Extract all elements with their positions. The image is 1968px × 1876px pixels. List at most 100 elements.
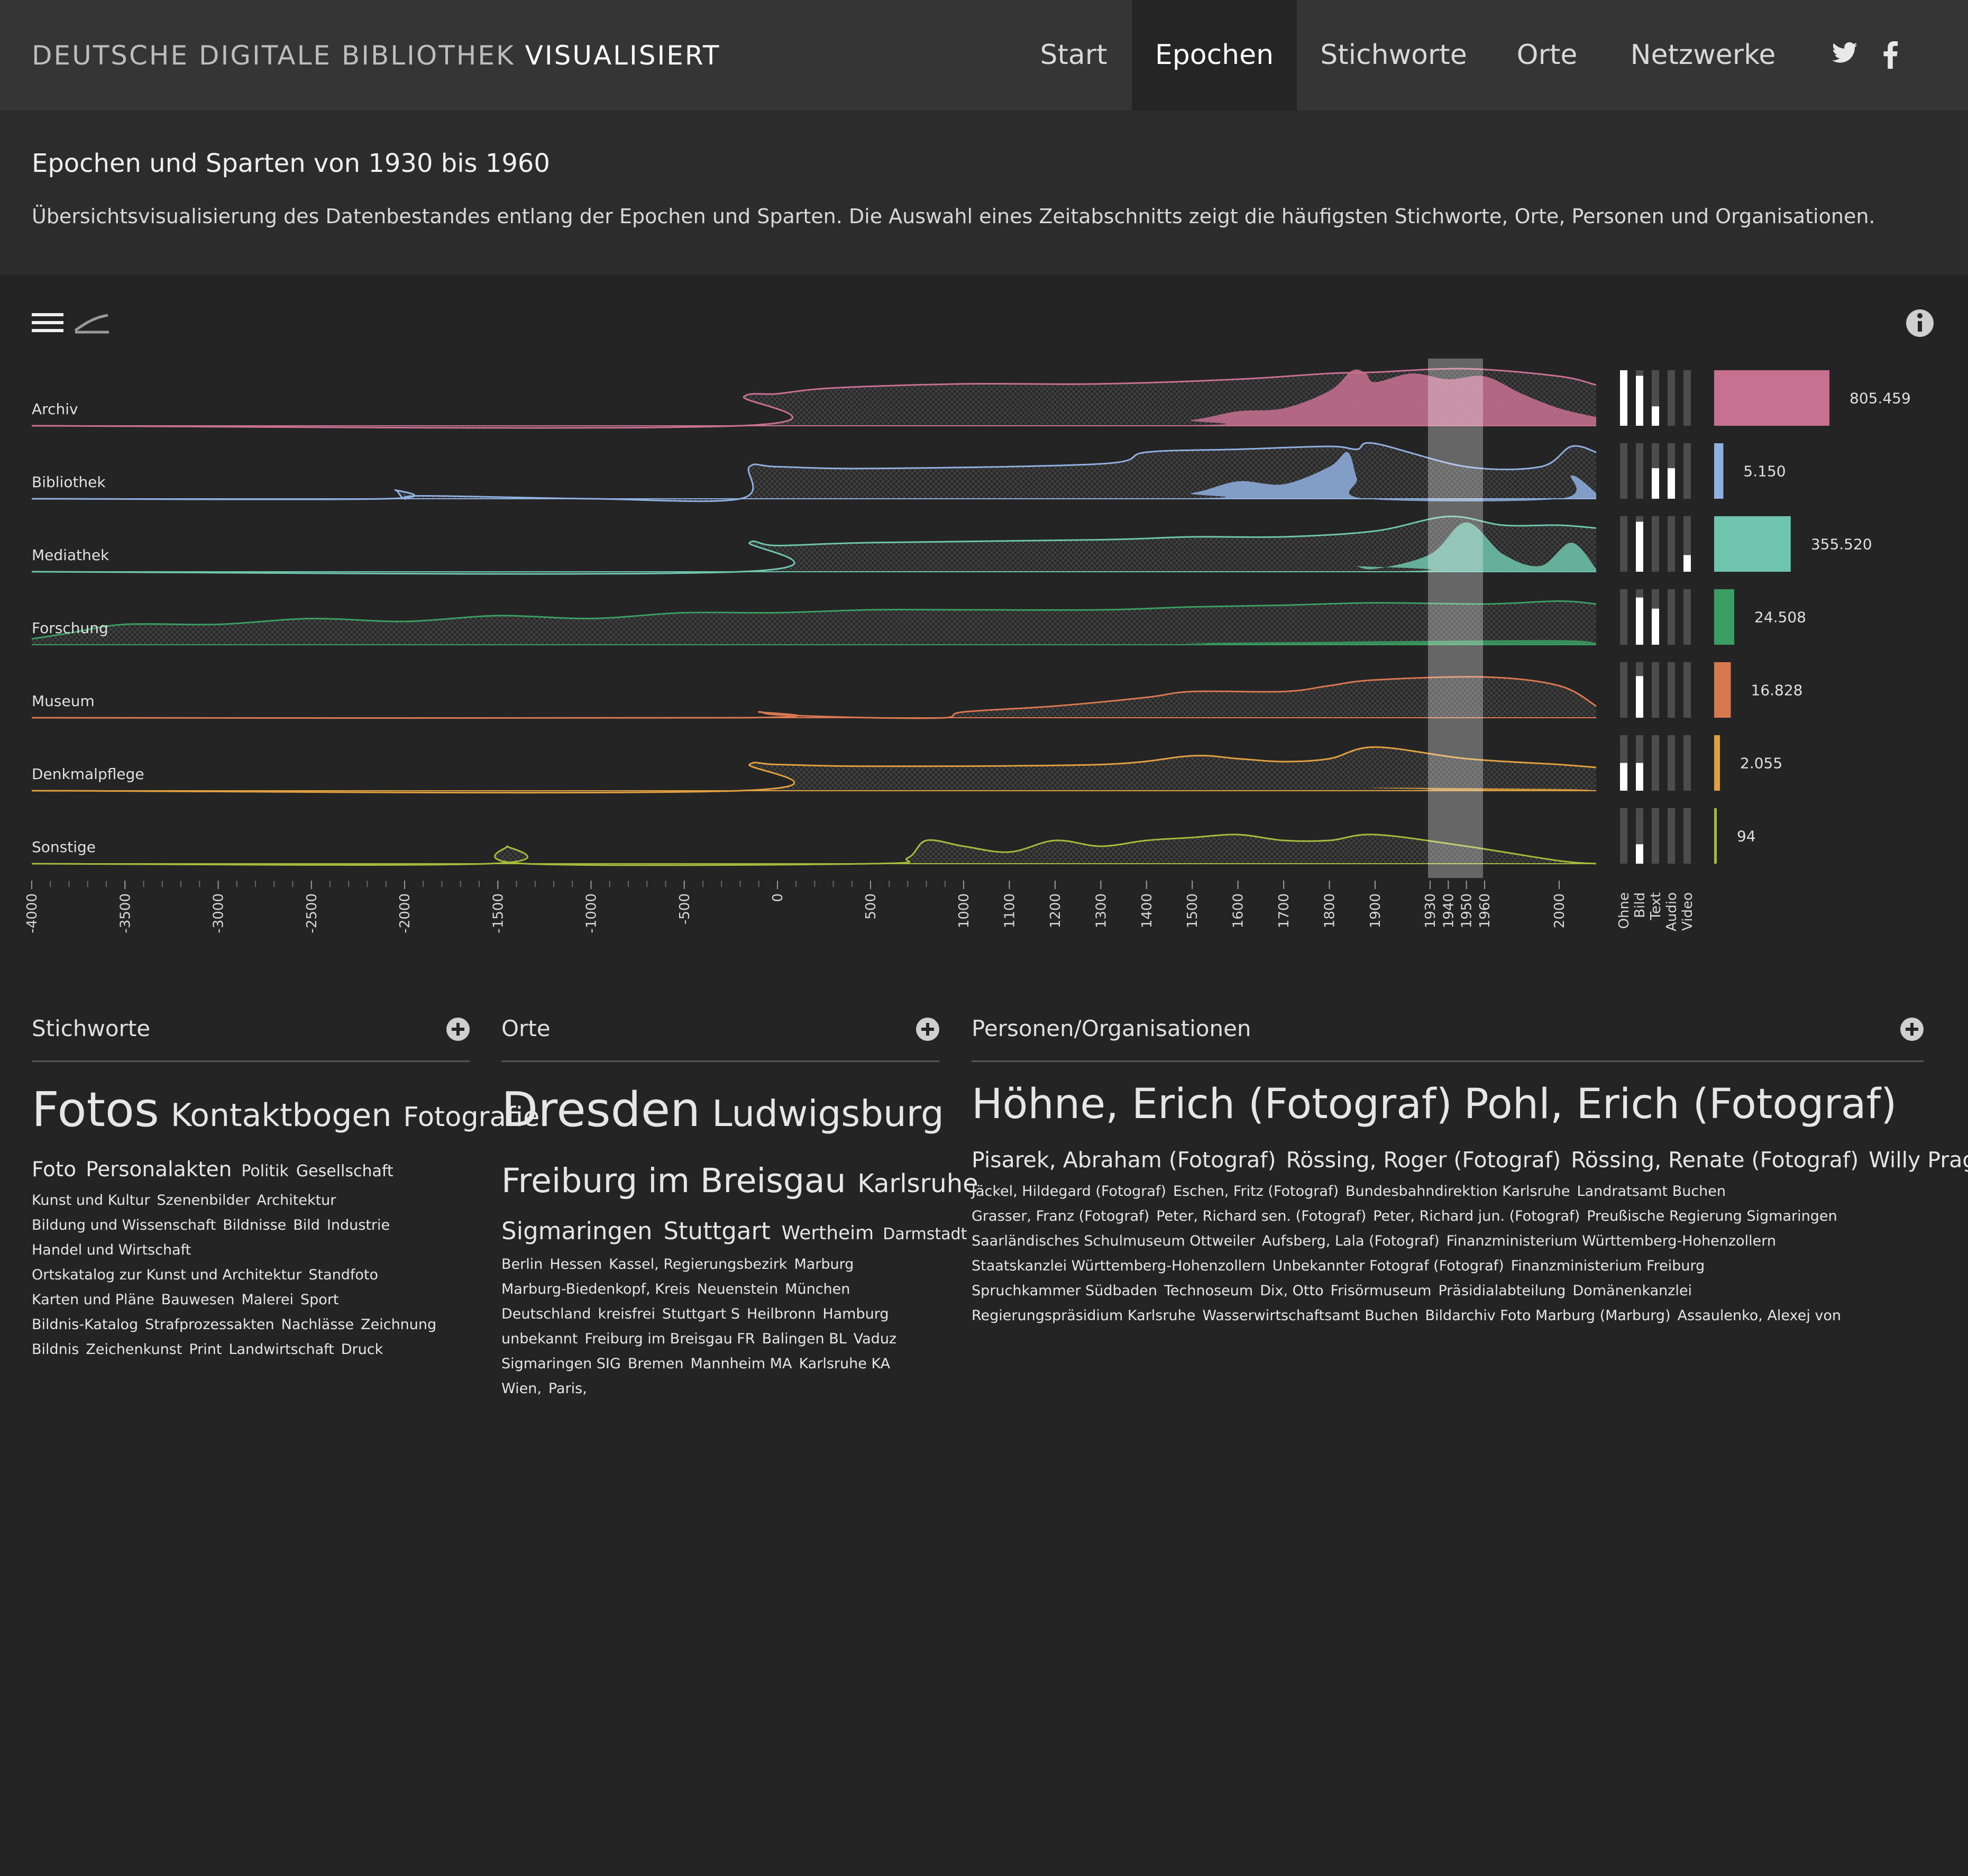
cloud-term[interactable]: Fotografie [403,1102,540,1133]
cloud-term[interactable]: Berlin [501,1256,543,1273]
time-selection-overlay[interactable] [1428,359,1483,878]
cloud-term[interactable]: kreisfrei [598,1306,655,1322]
cloud-term[interactable]: Regierungspräsidium Karlsruhe [972,1307,1196,1324]
cloud-term[interactable]: Nachlässe [281,1316,354,1333]
cloud-term[interactable]: Bundesbahndirektion Karlsruhe [1345,1183,1570,1200]
cloud-term[interactable]: Gesellschaft [296,1162,393,1180]
cloud-term[interactable]: Rössing, Renate (Fotograf) [1571,1147,1859,1173]
cloud-term[interactable]: Paris, [548,1380,587,1397]
cloud-term[interactable]: Heilbronn [747,1306,816,1322]
series-row-museum[interactable]: Museum [31,676,1597,719]
cloud-term[interactable]: Kassel, Regierungsbezirk [609,1256,788,1273]
cloud-term[interactable]: Höhne, Erich (Fotograf) [972,1081,1452,1128]
cloud-term[interactable]: Fotos [32,1082,159,1138]
cloud-term[interactable]: Bremen [627,1356,684,1372]
cloud-term[interactable]: Wasserwirtschaftsamt Buchen [1202,1307,1418,1324]
cloud-term[interactable]: Pisarek, Abraham (Fotograf) [972,1147,1276,1173]
cloud-term[interactable]: Print [189,1341,222,1358]
series-row-denkmalpflege[interactable]: Denkmalpflege [31,746,1597,794]
cloud-term[interactable]: Foto [32,1158,77,1182]
twitter-icon[interactable] [1831,41,1859,67]
cloud-term[interactable]: Pohl, Erich (Fotograf) [1463,1081,1897,1128]
cloud-term[interactable]: Stuttgart [663,1217,771,1245]
cloud-term[interactable]: Balingen BL [762,1331,847,1347]
nav-start[interactable]: Start [1040,39,1107,71]
cloud-term[interactable]: Szenenbilder [157,1192,250,1209]
cloud-term[interactable]: Freiburg im Breisgau [501,1161,846,1200]
menu-icon[interactable] [32,313,63,332]
epochen-chart[interactable]: Archiv Bibliothek Mediathek Forschung Museum… [0,275,1968,963]
series-row-mediathek[interactable]: Mediathek [31,515,1597,575]
cloud-term[interactable]: Industrie [326,1217,390,1233]
cloud-term[interactable]: Deutschland [501,1306,591,1322]
cloud-term[interactable]: Assaulenko, Alexej von [1677,1307,1842,1324]
cloud-term[interactable]: Hessen [550,1256,602,1273]
facebook-icon[interactable] [1881,41,1900,69]
cloud-term[interactable]: Bildarchiv Foto Marburg (Marburg) [1425,1307,1671,1324]
cloud-term[interactable]: Bild [293,1217,320,1233]
cloud-term[interactable]: Zeichenkunst [86,1341,182,1358]
plus-icon[interactable] [916,1018,939,1041]
cloud-term[interactable]: Mannheim MA [690,1356,792,1372]
cloud-term[interactable]: Bildung und Wissenschaft [32,1217,216,1233]
cloud-term[interactable]: Sigmaringen SIG [501,1356,621,1372]
cloud-term[interactable]: Bildnis-Katalog [32,1316,139,1333]
cloud-term[interactable]: Sport [300,1292,339,1308]
cloud-term[interactable]: Rössing, Roger (Fotograf) [1286,1147,1561,1173]
cloud-term[interactable]: Standfoto [308,1267,379,1283]
cloud-term[interactable]: München [785,1281,850,1297]
cloud-term[interactable]: Architektur [257,1192,336,1209]
info-icon[interactable] [1906,309,1934,337]
series-row-forschung[interactable]: Forschung [31,600,1597,645]
cloud-term[interactable]: Wien, [501,1380,542,1397]
cloud-term[interactable]: Kontaktbogen [170,1097,392,1134]
cloud-term[interactable]: Wertheim [781,1222,874,1244]
cloud-term[interactable]: Unbekannter Fotograf (Fotograf) [1272,1258,1504,1274]
cloud-term[interactable]: Zeichnung [361,1316,437,1333]
cloud-term[interactable]: unbekannt [501,1331,578,1347]
cloud-term[interactable]: Bildnis [32,1341,79,1358]
cloud-term[interactable]: Technoseum [1164,1283,1253,1299]
series-row-sonstige[interactable]: Sonstige [31,834,1597,866]
cloud-term[interactable]: Marburg [794,1256,854,1273]
cloud-term[interactable]: Landratsamt Buchen [1577,1183,1726,1200]
cloud-term[interactable]: Peter, Richard sen. (Fotograf) [1156,1208,1367,1224]
cloud-term[interactable]: Preußische Regierung Sigmaringen [1587,1208,1837,1224]
nav-stichworte[interactable]: Stichworte [1320,39,1467,71]
cloud-term[interactable]: Sigmaringen [501,1217,653,1245]
cloud-term[interactable]: Marburg-Biedenkopf, Kreis [501,1281,690,1297]
cloud-term[interactable]: Aufsberg, Lala (Fotograf) [1262,1233,1440,1249]
cloud-term[interactable]: Hamburg [822,1306,889,1322]
cloud-term[interactable]: Druck [341,1341,383,1358]
cloud-term[interactable]: Grasser, Franz (Fotograf) [972,1208,1150,1224]
cloud-term[interactable]: Willy Pragher [1869,1147,1968,1173]
cloud-term[interactable]: Kunst und Kultur [32,1192,150,1209]
cloud-term[interactable]: Karlsruhe [857,1169,978,1198]
cloud-term[interactable]: Strafprozessakten [145,1316,274,1333]
cloud-term[interactable]: Darmstadt [883,1225,967,1243]
cloud-term[interactable]: Jäckel, Hildegard (Fotograf) [972,1183,1166,1200]
nav-netzwerke[interactable]: Netzwerke [1630,39,1776,71]
nav-epochen[interactable]: Epochen [1132,0,1297,111]
cloud-term[interactable]: Bildnisse [223,1217,287,1233]
cloud-term[interactable]: Finanzministerium Freiburg [1511,1258,1705,1274]
cloud-term[interactable]: Neuenstein [697,1281,779,1297]
cloud-term[interactable]: Peter, Richard jun. (Fotograf) [1373,1208,1580,1224]
cloud-term[interactable]: Landwirtschaft [228,1341,334,1358]
plus-icon[interactable] [446,1018,470,1041]
plus-icon[interactable] [1900,1018,1924,1041]
cloud-term[interactable]: Domänenkanzlei [1572,1283,1692,1299]
cloud-term[interactable]: Malerei [241,1292,294,1308]
cloud-term[interactable]: Saarländisches Schulmuseum Ottweiler [972,1233,1256,1249]
cloud-term[interactable]: Personalakten [86,1158,232,1182]
cloud-term[interactable]: Freiburg im Breisgau FR [584,1331,755,1347]
cloud-term[interactable]: Stuttgart S [662,1306,740,1322]
nav-orte[interactable]: Orte [1516,39,1578,71]
cloud-term[interactable]: Ortskatalog zur Kunst und Architektur [32,1267,302,1283]
series-row-bibliothek[interactable]: Bibliothek [31,442,1597,502]
cloud-term[interactable]: Handel und Wirtschaft [32,1242,191,1258]
cloud-term[interactable]: Dresden [501,1082,701,1138]
cloud-term[interactable]: Frisörmuseum [1330,1283,1432,1299]
cloud-term[interactable]: Dix, Otto [1260,1283,1324,1299]
cloud-term[interactable]: Karlsruhe KA [799,1356,891,1372]
